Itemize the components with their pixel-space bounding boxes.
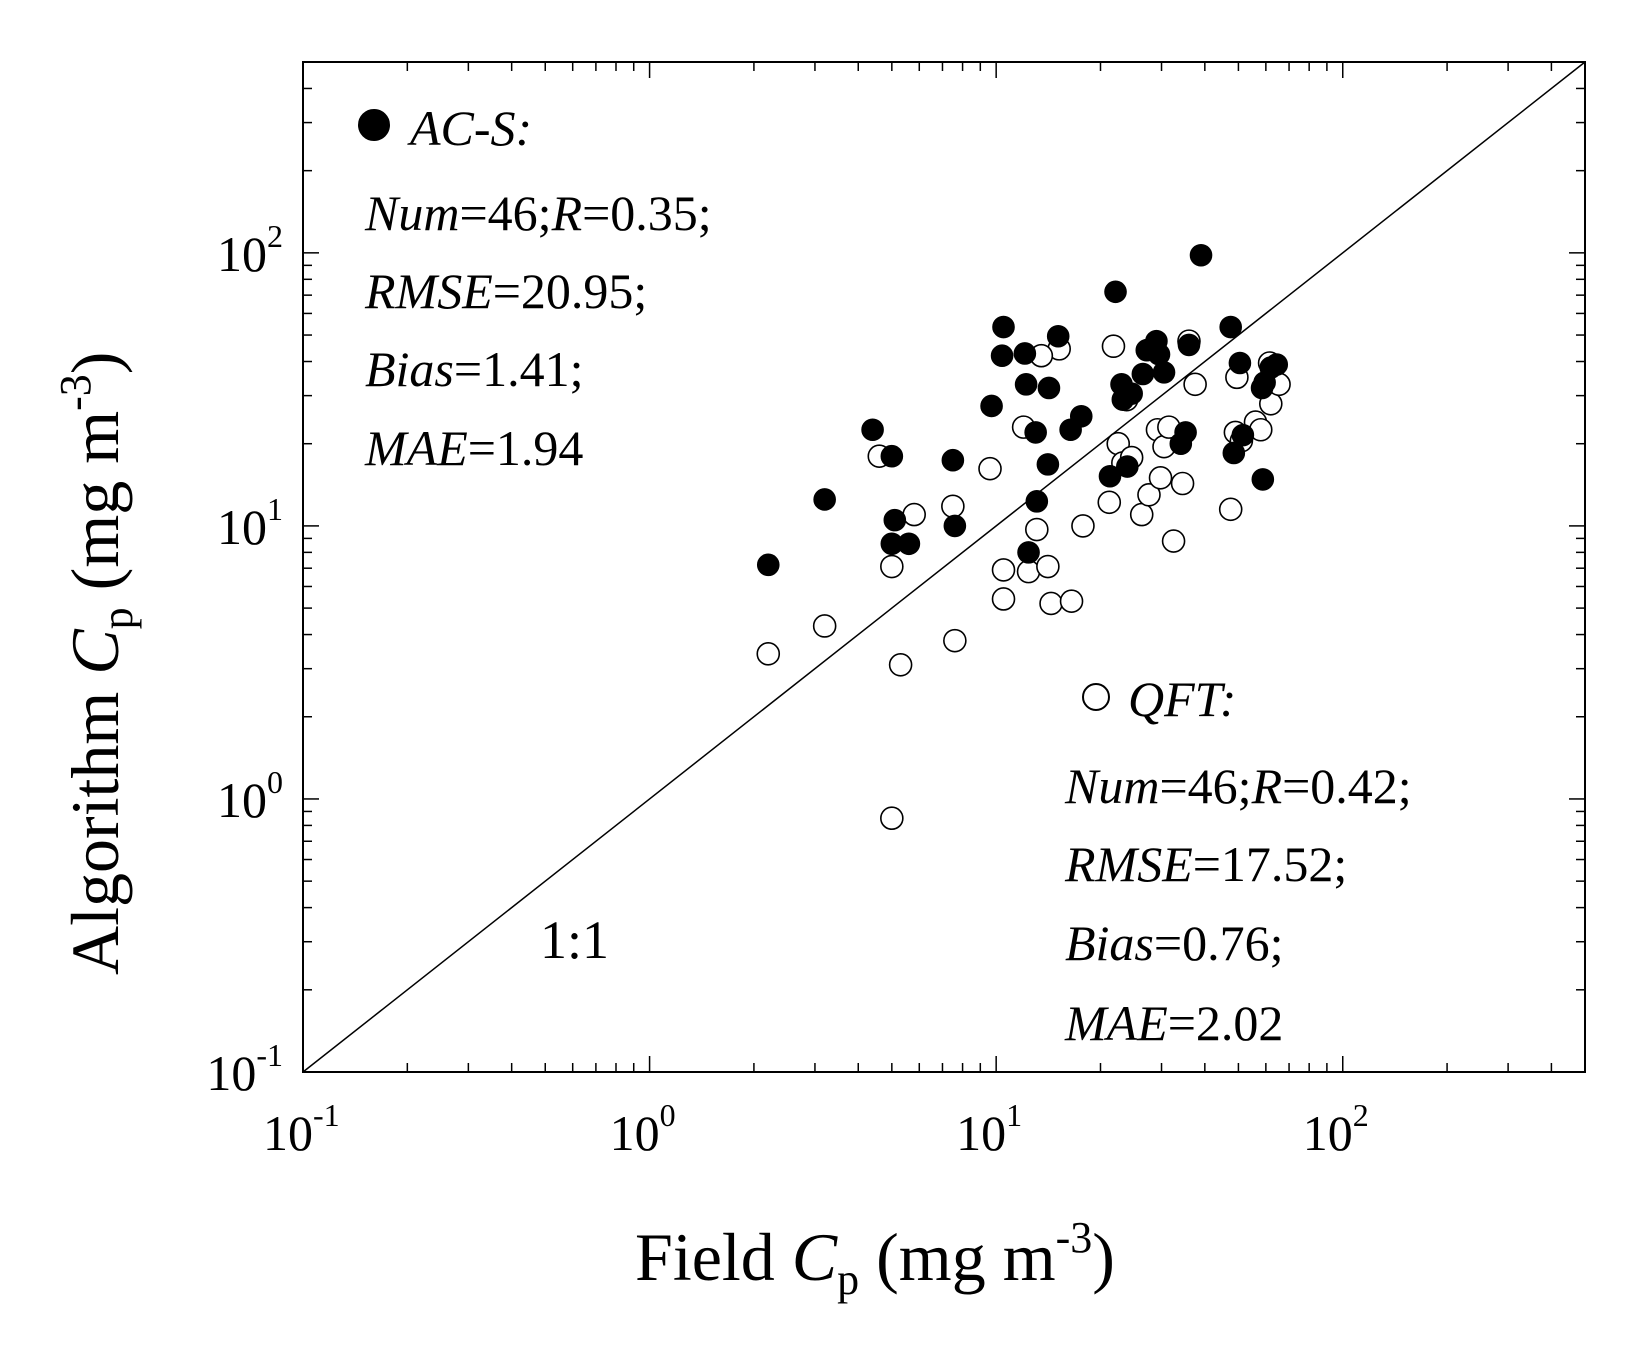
acs-point [1037,376,1061,400]
y-tick-label: 10-1 [206,1037,283,1101]
acs-point [861,418,884,442]
acs-point [1116,455,1139,478]
legend-label-qft: QFT: [1128,671,1236,727]
x-axis-title: Field Cp (mg m-3) [635,1213,1115,1304]
x-tick-label: 102 [1303,1097,1369,1161]
stats-acs-num-r: Num=46;R=0.35; [364,185,712,241]
stats-qft-rmse: RMSE=17.52; [1064,836,1347,892]
acs-point [1098,464,1122,488]
acs-point [1177,333,1201,357]
qft-point [978,456,1002,481]
acs-point [1013,342,1037,365]
qft-point [1039,591,1063,616]
acs-point [756,553,780,577]
acs-point [1025,490,1049,513]
acs-point [1253,371,1276,394]
acs-point [1120,382,1143,405]
qft-point [1129,502,1154,527]
qft-point [1097,490,1122,515]
acs-point [980,394,1003,418]
legend-qft: QFT: Num=46;R=0.42; RMSE=17.52; Bias=0.7… [1064,671,1412,1051]
stats-qft-num-r: Num=46;R=0.42; [1064,758,1412,814]
stats-qft-mae: MAE=2.02 [1064,995,1283,1051]
qft-point [991,558,1016,582]
qft-point [880,554,904,579]
x-tick-label: 100 [610,1097,676,1161]
plot-area-frame [302,61,1586,1073]
data-points [756,243,1291,831]
acs-point [880,444,904,468]
acs-point [1014,373,1038,396]
x-tick-label: 10-1 [263,1097,340,1161]
acs-point [883,508,907,532]
qft-point [880,806,904,831]
qft-point [1025,517,1049,542]
qft-point [1059,589,1084,613]
acs-point [1251,468,1275,491]
acs-point [992,315,1015,339]
qft-point [1148,466,1173,490]
acs-point [1024,421,1047,444]
y-tick-label: 101 [217,491,283,555]
acs-point [1104,280,1127,304]
tick-labels: 10-1 100 101 102 10-1 100 101 102 [206,218,1368,1161]
legend-acs: AC-S: Num=46;R=0.35; RMSE=20.95; Bias=1.… [358,100,712,476]
qft-point [812,614,837,638]
stats-acs-rmse: RMSE=20.95; [364,263,647,319]
qft-point [1071,514,1095,538]
acs-point [941,448,965,472]
acs-point [1265,353,1289,376]
qft-point [991,587,1016,611]
legend-marker-acs [358,109,390,141]
qft-point [943,628,967,653]
acs-point [943,514,967,538]
stats-acs-mae: MAE=1.94 [364,420,583,476]
one-to-one-line [302,61,1586,1073]
y-axis-title: Algorithm Cp (mg m-3) [51,352,142,975]
x-tick-label: 101 [956,1097,1022,1161]
acs-point [990,344,1014,368]
qft-point [1161,529,1186,553]
qft-point [1036,554,1060,579]
stats-acs-bias: Bias=1.41; [365,341,584,397]
acs-point [1228,351,1252,375]
acs-point [1174,421,1197,444]
qft-point [1016,559,1041,584]
qft-point [888,652,913,677]
qft-point [1101,334,1126,359]
acs-point [1231,423,1255,447]
qft-point [1183,372,1207,397]
qft-point [756,642,781,666]
axis-ticks [302,61,1586,1073]
acs-point [1222,441,1246,465]
acs-point [1152,361,1176,384]
acs-point [1189,243,1213,267]
acs-point [1017,541,1040,564]
acs-point [1036,453,1060,476]
y-tick-label: 102 [217,218,283,282]
one-to-one-label: 1:1 [540,910,609,970]
qft-point [902,502,926,527]
acs-point [813,488,836,511]
qft-point [1218,497,1243,522]
legend-label-acs: AC-S: [407,100,532,156]
y-tick-label: 100 [217,764,283,828]
qft-point [1137,482,1161,507]
qft-point [1170,471,1195,496]
acs-point [1046,324,1070,348]
acs-point [1069,405,1093,428]
stats-qft-bias: Bias=0.76; [1065,915,1284,971]
acs-point [1131,362,1155,386]
legend-marker-qft [1082,683,1110,711]
acs-point [897,532,921,556]
qft-point [941,494,965,519]
acs-point [1219,315,1242,339]
